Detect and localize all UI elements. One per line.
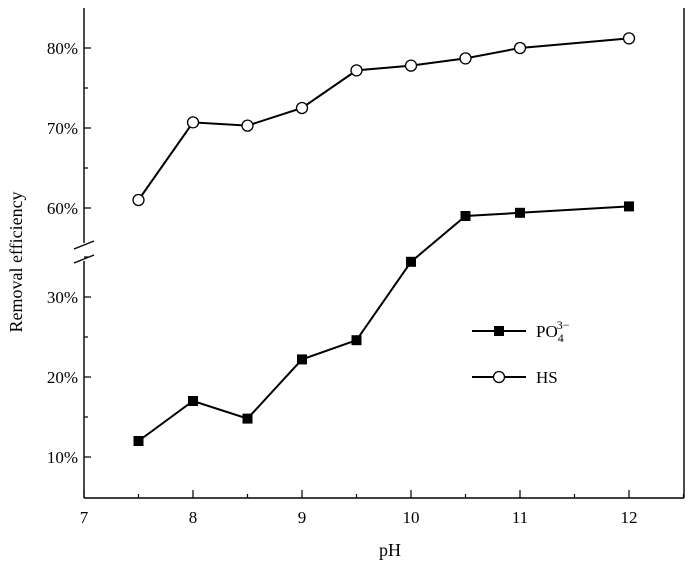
legend-item-0: PO43− <box>472 318 570 345</box>
series-1 <box>132 32 636 207</box>
series-line-1 <box>137 37 630 201</box>
y-axis-label: Removal efficiency <box>6 191 26 332</box>
axis-break-mark <box>73 240 95 250</box>
data-point <box>515 207 525 218</box>
x-tick-label-11: 11 <box>512 508 528 527</box>
y-tick-label-30: 30% <box>47 288 78 307</box>
x-tick-label-9: 9 <box>298 508 307 527</box>
data-point <box>460 211 471 221</box>
data-point <box>188 396 198 406</box>
axes <box>73 8 685 499</box>
x-axis-label: pH <box>379 540 401 560</box>
data-point <box>622 32 636 45</box>
data-point <box>406 256 416 267</box>
x-tick-label-7: 7 <box>80 508 89 527</box>
data-point <box>459 52 472 65</box>
ticks: 7 8 9 10 11 12 60% 70% 80% 10% 20% 30% <box>47 39 685 527</box>
y-tick-label-70: 70% <box>47 119 78 138</box>
y-tick-label-20: 20% <box>47 368 78 387</box>
data-point <box>186 116 200 129</box>
legend-label-0: PO43− <box>536 318 570 345</box>
data-point <box>242 413 253 424</box>
y-tick-label-60: 60% <box>47 199 78 218</box>
legend-marker-0 <box>494 326 504 336</box>
axis-break-mark <box>73 254 95 264</box>
y-tick-label-80: 80% <box>47 39 78 58</box>
data-point <box>297 354 307 365</box>
data-point <box>132 193 145 207</box>
x-tick-label-10: 10 <box>403 508 420 527</box>
data-point <box>133 436 144 446</box>
data-point <box>351 335 362 346</box>
legend-marker-1 <box>492 370 506 384</box>
x-tick-label-8: 8 <box>189 508 198 527</box>
data-point <box>350 64 363 77</box>
data-point <box>624 201 634 212</box>
data-point <box>513 41 527 55</box>
series-0 <box>133 201 634 446</box>
legend: PO43− HS <box>472 318 570 387</box>
legend-label-1: HS <box>536 368 558 387</box>
series-layer <box>132 32 636 446</box>
data-point <box>404 59 418 72</box>
data-point <box>241 119 254 132</box>
legend-item-1: HS <box>472 368 558 387</box>
data-point <box>295 101 309 115</box>
x-tick-label-12: 12 <box>621 508 638 527</box>
y-tick-label-10: 10% <box>47 448 78 467</box>
